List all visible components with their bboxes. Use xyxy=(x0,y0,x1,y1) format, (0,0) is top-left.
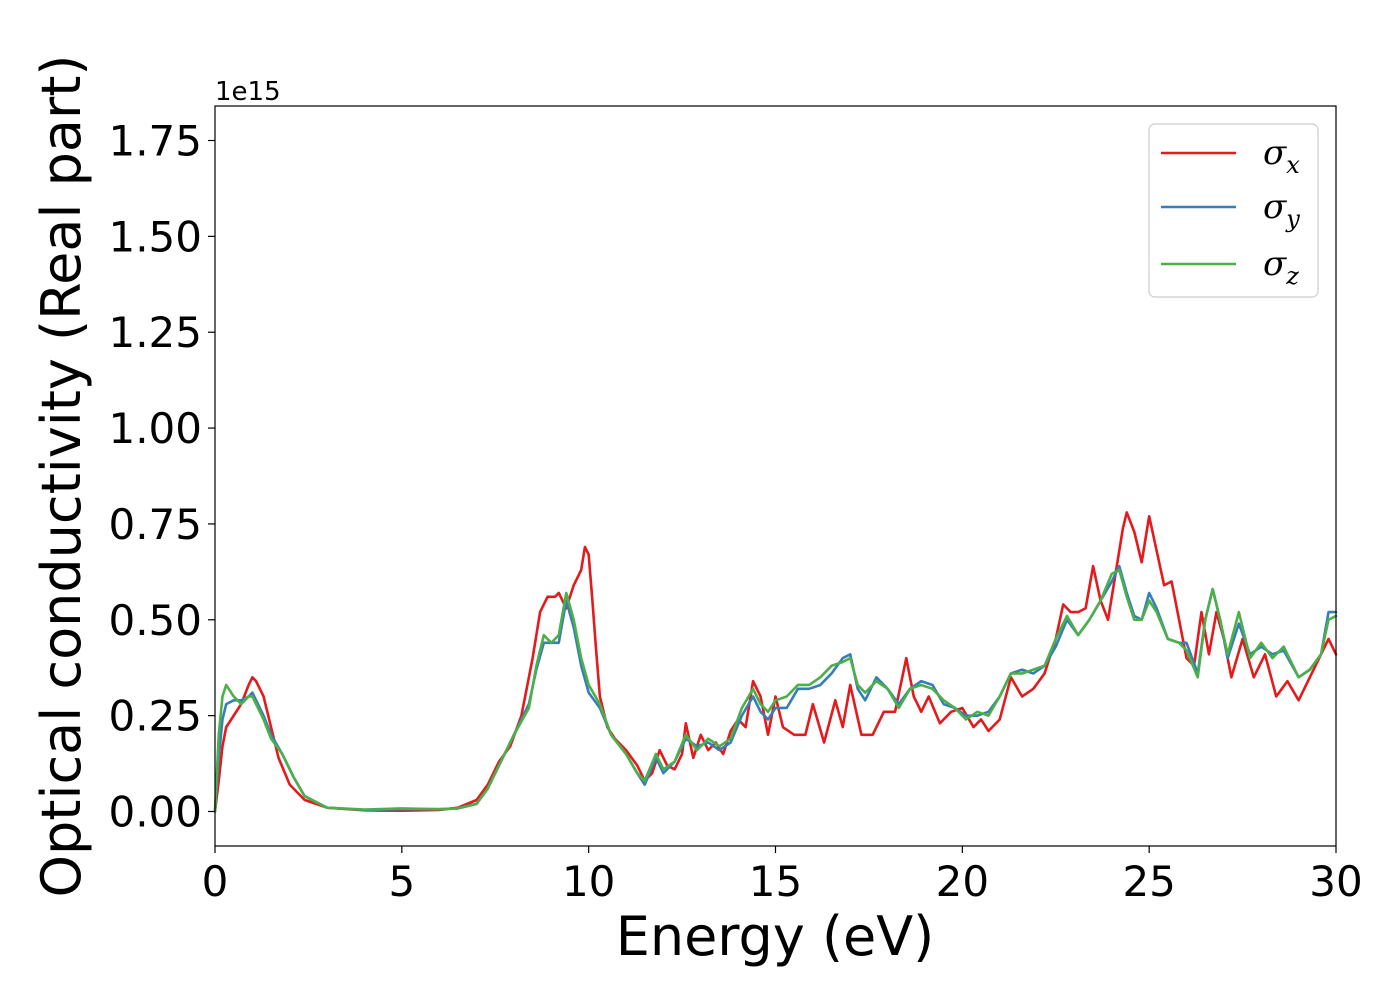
x-tick-label: 0 xyxy=(202,857,229,906)
x-tick-label: 25 xyxy=(1122,857,1175,906)
y-tick-label: 1.25 xyxy=(108,308,202,357)
x-axis-label: Energy (eV) xyxy=(616,905,935,968)
x-tick-label: 30 xyxy=(1309,857,1362,906)
y-tick-label: 1.75 xyxy=(108,117,202,166)
y-tick-label: 1.00 xyxy=(108,404,202,453)
y-tick-label: 0.50 xyxy=(108,596,202,645)
y-axis-offset-label: 1e15 xyxy=(215,77,281,107)
x-tick-label: 10 xyxy=(562,857,615,906)
x-tick-label: 15 xyxy=(749,857,802,906)
y-tick-label: 0.25 xyxy=(108,692,202,741)
y-axis-label: Optical conductivity (Real part) xyxy=(30,55,93,898)
y-tick-label: 1.50 xyxy=(108,212,202,261)
x-tick-label: 20 xyxy=(936,857,989,906)
x-tick-label: 5 xyxy=(388,857,415,906)
y-tick-label: 0.75 xyxy=(108,500,202,549)
y-tick-label: 0.00 xyxy=(108,787,202,836)
